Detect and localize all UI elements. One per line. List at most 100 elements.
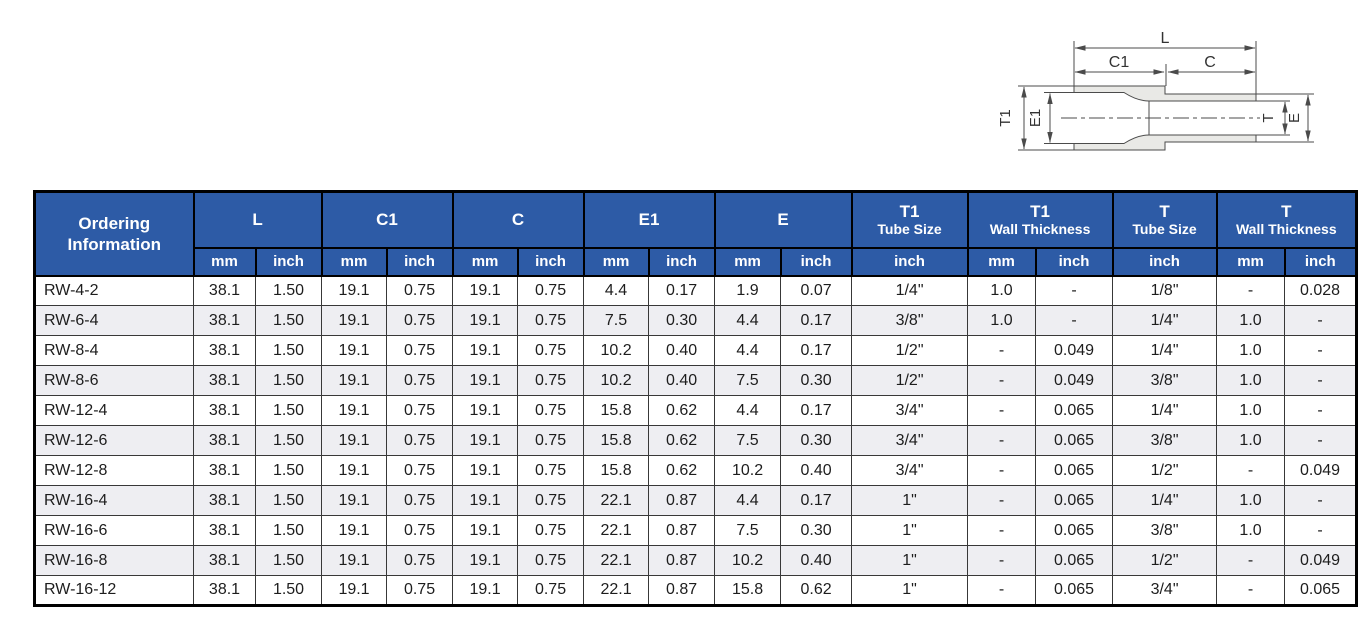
value-cell: 3/8" [851, 305, 969, 336]
value-cell: 3/8" [1112, 425, 1218, 456]
value-cell: 0.87 [648, 545, 716, 576]
value-cell: 0.30 [648, 305, 716, 336]
value-cell: 7.5 [583, 305, 650, 336]
table-row: RW-8-4 38.1 1.50 19.1 0.75 19.1 0.75 10.2 0.40 4.… [34, 335, 1358, 366]
table-row: RW-16-8 38.1 1.50 19.1 0.75 19.1 0.75 22.1 0.87 1… [34, 545, 1358, 576]
value-cell: 38.1 [193, 305, 256, 336]
extension-lines [1018, 41, 1314, 151]
value-cell: 1.50 [254, 275, 323, 306]
value-cell: 1.50 [254, 485, 323, 516]
value-cell: - [967, 485, 1037, 516]
value-cell: 0.75 [517, 575, 585, 606]
unit-header: mm [320, 246, 388, 277]
value-cell: 38.1 [193, 575, 256, 606]
model-cell: RW-8-4 [34, 335, 194, 366]
value-cell: 0.40 [780, 455, 853, 486]
tube-wall-bottom [1073, 134, 1257, 151]
table-header-row-groups: Ordering Information L C1 C E1 E T1 Tube Size T… [33, 190, 1358, 277]
table-row: RW-12-8 38.1 1.50 19.1 0.75 19.1 0.75 15.8 0.62 1… [34, 455, 1358, 486]
value-cell: 19.1 [321, 395, 388, 426]
value-cell: - [967, 515, 1037, 546]
column-group-label: T1 [899, 201, 920, 221]
table-row: RW-6-4 38.1 1.50 19.1 0.75 19.1 0.75 7.5 0.30 4.4… [34, 305, 1358, 336]
value-cell: 0.75 [517, 395, 585, 426]
value-cell: 19.1 [452, 515, 519, 546]
column-group-label: C1 [376, 209, 398, 229]
value-cell: - [967, 425, 1037, 456]
dim-label-E1: E1 [1027, 109, 1044, 127]
value-cell: 0.75 [386, 275, 454, 306]
value-cell: 0.75 [386, 365, 454, 396]
value-cell: 19.1 [452, 365, 519, 396]
value-cell: - [1216, 575, 1286, 606]
value-cell: 0.049 [1035, 335, 1114, 366]
value-cell: 22.1 [583, 485, 650, 516]
model-cell: RW-4-2 [34, 275, 194, 306]
value-cell: 1/4" [1112, 305, 1218, 336]
value-cell: 38.1 [193, 545, 256, 576]
value-cell: 0.75 [386, 485, 454, 516]
model-cell: RW-12-6 [34, 425, 194, 456]
column-group-header: T1 Wall Thickness [966, 190, 1114, 249]
dim-label-L: L [1161, 30, 1170, 47]
value-cell: 0.049 [1284, 455, 1358, 486]
column-group-header: T Tube Size [1111, 190, 1218, 249]
value-cell: 1/2" [851, 335, 969, 366]
dim-label-C1: C1 [1109, 54, 1130, 71]
value-cell: - [967, 335, 1037, 366]
column-group-label: C [511, 209, 525, 229]
value-cell: - [1035, 275, 1114, 306]
table-row: RW-4-2 38.1 1.50 19.1 0.75 19.1 0.75 4.4 0.17 1.9… [34, 275, 1358, 306]
value-cell: 0.75 [386, 395, 454, 426]
value-cell: - [967, 365, 1037, 396]
value-cell: - [967, 575, 1037, 606]
value-cell: 0.30 [780, 425, 853, 456]
value-cell: 3/8" [1112, 515, 1218, 546]
value-cell: 1/4" [1112, 335, 1218, 366]
value-cell: 1.50 [254, 425, 323, 456]
value-cell: 19.1 [321, 365, 388, 396]
value-cell: 3/4" [851, 425, 969, 456]
value-cell: 1.50 [254, 335, 323, 366]
value-cell: - [1216, 545, 1286, 576]
table-row: RW-8-6 38.1 1.50 19.1 0.75 19.1 0.75 10.2 0.40 7.… [34, 365, 1358, 396]
unit-header: inch [1283, 246, 1358, 277]
value-cell: 19.1 [452, 545, 519, 576]
value-cell: 15.8 [714, 575, 782, 606]
value-cell: 0.049 [1284, 545, 1358, 576]
value-cell: 19.1 [321, 545, 388, 576]
value-cell: 0.07 [780, 275, 853, 306]
value-cell: - [1216, 275, 1286, 306]
column-group-header: T1 Tube Size [850, 190, 969, 249]
unit-header: inch [647, 246, 716, 277]
value-cell: - [967, 545, 1037, 576]
value-cell: 38.1 [193, 425, 256, 456]
unit-header: mm [1215, 246, 1286, 277]
dim-label-C: C [1204, 54, 1216, 71]
value-cell: 19.1 [452, 305, 519, 336]
value-cell: 19.1 [321, 575, 388, 606]
value-cell: 0.75 [517, 485, 585, 516]
value-cell: 0.62 [648, 425, 716, 456]
value-cell: 1.9 [714, 275, 782, 306]
value-cell: 0.17 [780, 485, 853, 516]
value-cell: 0.75 [386, 515, 454, 546]
table-row: RW-12-6 38.1 1.50 19.1 0.75 19.1 0.75 15.8 0.62 7… [34, 425, 1358, 456]
column-group-sublabel: Tube Size [877, 221, 942, 238]
value-cell: 3/4" [851, 455, 969, 486]
column-group-sublabel: Wall Thickness [1235, 221, 1337, 238]
value-cell: 0.065 [1035, 575, 1114, 606]
table-row: RW-12-4 38.1 1.50 19.1 0.75 19.1 0.75 15.8 0.62 4… [34, 395, 1358, 426]
model-cell: RW-6-4 [34, 305, 194, 336]
value-cell: 10.2 [714, 545, 782, 576]
unit-header: mm [713, 246, 782, 277]
value-cell: 1/4" [1112, 485, 1218, 516]
value-cell: 1" [851, 515, 969, 546]
value-cell: 1/2" [851, 365, 969, 396]
value-cell: 4.4 [714, 485, 782, 516]
value-cell: 4.4 [583, 275, 650, 306]
table-row: RW-16-12 38.1 1.50 19.1 0.75 19.1 0.75 22.1 0.87… [34, 575, 1358, 606]
value-cell: 0.17 [648, 275, 716, 306]
column-group-sublabel: Tube Size [1132, 221, 1197, 238]
tube-cross-section [1073, 85, 1257, 151]
